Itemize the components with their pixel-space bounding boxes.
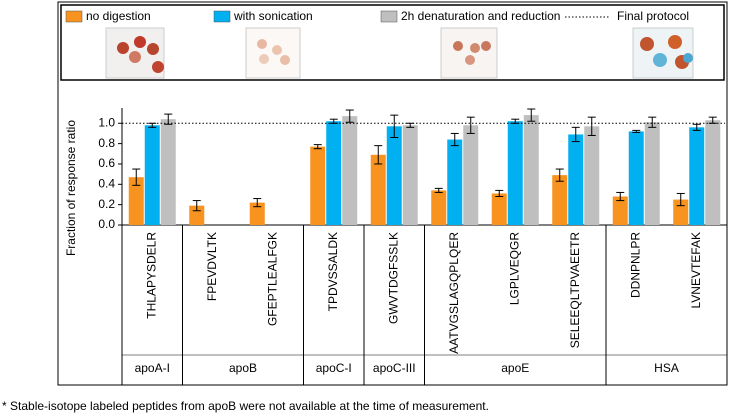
error-bar bbox=[527, 108, 536, 122]
x-tick-label: LVNEVTEFAK bbox=[689, 232, 703, 308]
bar bbox=[342, 116, 358, 225]
bar bbox=[507, 121, 523, 225]
bar bbox=[705, 120, 721, 225]
bar bbox=[463, 125, 479, 225]
error-bar bbox=[616, 191, 625, 202]
x-tick-label: TPDVSSALDK bbox=[326, 232, 340, 311]
legend-swatch bbox=[380, 10, 398, 23]
error-bar bbox=[466, 116, 475, 134]
group-label: apoC-III bbox=[373, 361, 416, 375]
error-bar bbox=[632, 129, 641, 133]
y-tick-label: 0.0 bbox=[98, 217, 115, 231]
x-tick-label: GWVTDGFSSLK bbox=[386, 232, 400, 324]
bar bbox=[431, 190, 447, 225]
x-tick-label: LGPLVEQGR bbox=[507, 232, 521, 305]
group-label: apoE bbox=[501, 361, 529, 375]
error-bar bbox=[164, 113, 173, 125]
legend-swatch bbox=[65, 10, 83, 23]
error-bar bbox=[676, 192, 685, 207]
bar bbox=[144, 125, 160, 225]
y-tick-label: 0.6 bbox=[98, 156, 115, 170]
x-tick-label: THLAPYSDELR bbox=[144, 232, 158, 319]
legend-label: no digestion bbox=[86, 9, 151, 23]
bar bbox=[568, 134, 584, 225]
bar bbox=[552, 175, 568, 225]
bar bbox=[160, 119, 176, 225]
error-bar bbox=[692, 123, 701, 131]
error-bar bbox=[450, 132, 459, 147]
x-tick-label: FPEVDVLTK bbox=[205, 232, 219, 301]
error-bar bbox=[390, 114, 399, 139]
x-tick-label: SELEEQLTPVAEETR bbox=[568, 232, 582, 349]
photo bbox=[105, 27, 165, 79]
legend-label: with sonication bbox=[233, 9, 313, 23]
legend-box bbox=[60, 4, 725, 81]
bar bbox=[612, 196, 628, 225]
x-tick-label: GFEPTLEALFGK bbox=[265, 232, 279, 326]
photo bbox=[245, 27, 301, 79]
bar bbox=[523, 115, 539, 225]
y-axis-label: Fraction of response ratio bbox=[64, 120, 78, 256]
group-label: apoB bbox=[229, 361, 257, 375]
error-bar bbox=[132, 168, 141, 186]
y-tick-label: 1.0 bbox=[98, 115, 115, 129]
legend-label: 2h denaturation and reduction bbox=[401, 9, 560, 23]
error-bar bbox=[434, 187, 443, 193]
error-bar bbox=[374, 145, 383, 165]
x-tick-label: AATVGSLAGQPLQER bbox=[447, 232, 461, 354]
bar bbox=[128, 177, 144, 225]
group-label: apoC-I bbox=[316, 361, 352, 375]
x-tick-label: DDNPNLPR bbox=[628, 232, 642, 298]
legend-label: Final protocol bbox=[617, 9, 689, 23]
bar bbox=[584, 126, 600, 225]
bar bbox=[491, 193, 507, 225]
y-tick-label: 0.8 bbox=[98, 136, 115, 150]
bar bbox=[326, 121, 342, 225]
error-bar bbox=[648, 116, 657, 128]
error-bar bbox=[253, 198, 262, 208]
error-bar bbox=[495, 189, 504, 198]
footnote: * Stable-isotope labeled peptides from a… bbox=[2, 399, 489, 413]
bar bbox=[402, 125, 418, 225]
bar bbox=[370, 154, 386, 225]
error-bar bbox=[192, 200, 201, 212]
bar bbox=[689, 127, 705, 225]
error-bar bbox=[587, 116, 596, 136]
bar bbox=[644, 122, 660, 225]
bar bbox=[310, 146, 326, 225]
group-label: apoA-I bbox=[135, 361, 170, 375]
bar bbox=[386, 126, 402, 225]
photo bbox=[440, 27, 498, 79]
bar bbox=[447, 139, 463, 225]
legend-swatch bbox=[213, 10, 231, 23]
y-tick-label: 0.4 bbox=[98, 176, 115, 190]
error-bar bbox=[571, 126, 580, 143]
group-label: HSA bbox=[654, 361, 679, 375]
photo bbox=[632, 27, 694, 79]
error-bar bbox=[345, 109, 354, 123]
bar bbox=[249, 202, 265, 225]
y-tick-label: 0.2 bbox=[98, 197, 115, 211]
bar bbox=[628, 131, 644, 225]
outer-frame bbox=[57, 1, 728, 386]
error-bar bbox=[555, 168, 564, 182]
error-bar bbox=[313, 144, 322, 150]
